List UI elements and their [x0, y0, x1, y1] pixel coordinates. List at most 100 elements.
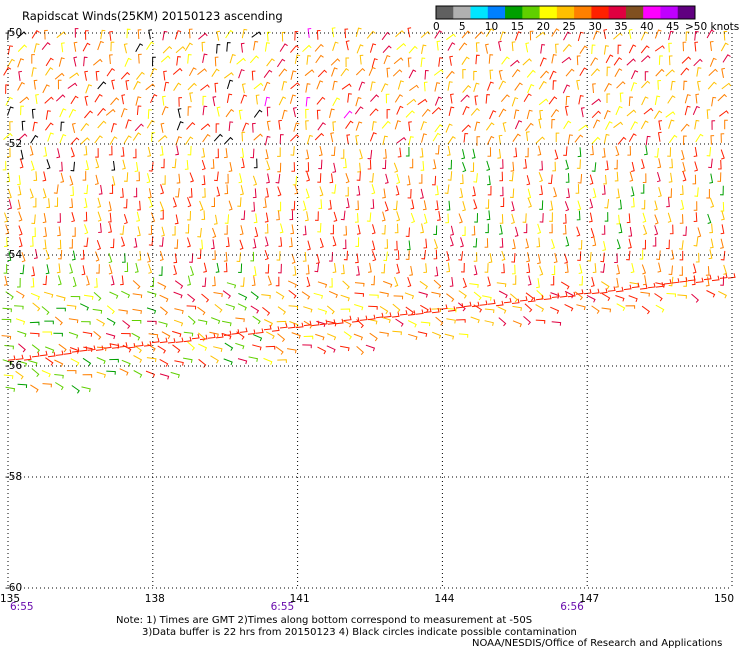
wind-barb [213, 346, 223, 353]
credit-line: NOAA/NESDIS/Office of Research and Appli… [472, 638, 723, 649]
wind-barb [279, 134, 284, 144]
wind-barb [252, 238, 257, 249]
wind-barb [251, 276, 256, 286]
wind-barb [680, 67, 690, 76]
wind-barb [603, 174, 607, 185]
wind-barb [527, 197, 532, 208]
wind-barb [306, 55, 312, 65]
wind-barb [319, 186, 324, 197]
wind-barb [167, 338, 176, 344]
wind-barb [485, 28, 495, 37]
wind-barb [587, 251, 592, 262]
wind-barb [202, 53, 208, 63]
wind-barb [134, 162, 139, 172]
wind-barb [188, 188, 193, 198]
wind-barb [578, 263, 583, 274]
wind-barb [503, 297, 512, 304]
wind-barb [384, 239, 389, 249]
wind-barb [382, 135, 388, 146]
wind-barb [45, 249, 50, 260]
wind-barb [31, 67, 37, 77]
longitude-label: 147 [579, 593, 599, 605]
wind-barb [543, 294, 552, 300]
wind-barb [459, 188, 464, 199]
wind-barb [125, 80, 130, 90]
wind-barb [479, 300, 488, 306]
wind-barb [603, 110, 611, 120]
wind-barb [711, 275, 720, 282]
wind-barb [30, 134, 39, 144]
wind-barb [291, 332, 301, 339]
wind-barb [343, 225, 348, 236]
wind-barb [121, 94, 126, 105]
wind-barb [536, 278, 540, 289]
wind-barb [424, 69, 429, 80]
wind-barb [212, 250, 216, 260]
wind-barb [174, 239, 179, 249]
wind-barb [31, 30, 40, 39]
wind-barb [375, 312, 384, 319]
wind-barb [682, 226, 687, 236]
wind-barb [131, 320, 142, 324]
wind-barb [148, 333, 159, 338]
wind-barb [159, 294, 169, 303]
wind-barb [201, 210, 206, 220]
wind-barb [563, 31, 571, 41]
wind-barb [641, 96, 649, 106]
wind-barb [56, 31, 67, 39]
wind-barb [603, 45, 609, 55]
wind-barb [54, 72, 65, 80]
wind-barb [247, 329, 256, 335]
wind-barb [159, 373, 170, 380]
wind-barb [132, 280, 141, 290]
wind-barb [45, 357, 54, 366]
wind-barb [419, 147, 424, 158]
wind-barb [314, 43, 324, 52]
wind-barb [423, 307, 432, 313]
wind-barb [365, 344, 376, 352]
wind-barb [149, 67, 158, 77]
wind-barb [151, 132, 156, 142]
wind-barb [278, 119, 282, 130]
wind-barb [630, 161, 635, 172]
wind-barb [555, 43, 559, 54]
wind-barb [18, 343, 26, 353]
latitude-label: -58 [5, 471, 22, 483]
wind-barb [173, 253, 178, 264]
wind-barb [550, 306, 560, 314]
legend-label: 25 [563, 21, 576, 33]
wind-barb [474, 213, 478, 223]
wind-barb [628, 96, 634, 107]
wind-barb [29, 237, 34, 247]
wind-barb [216, 106, 221, 117]
wind-barb [57, 249, 63, 260]
wind-barb [535, 136, 545, 144]
wind-barb [212, 227, 217, 239]
wind-barb [434, 30, 443, 39]
wind-barb [9, 121, 13, 131]
wind-barb [212, 96, 217, 107]
wind-barb [526, 175, 531, 186]
wind-barb [92, 58, 103, 66]
wind-barb [17, 31, 27, 39]
wind-barb [434, 200, 439, 211]
wind-barb [174, 308, 184, 314]
wind-barb [276, 320, 287, 325]
wind-barb [354, 282, 365, 287]
wind-barb [423, 81, 428, 92]
wind-barb [367, 318, 378, 325]
wind-barb [420, 223, 424, 234]
wind-barb [111, 160, 116, 171]
wind-barb [121, 333, 131, 337]
wind-barb [720, 250, 726, 261]
wind-barb [97, 107, 106, 116]
wind-barb [231, 329, 240, 335]
wind-barb [275, 173, 281, 184]
wind-barb [172, 344, 181, 354]
wind-barb [17, 330, 27, 338]
wind-barb [84, 95, 89, 106]
wind-barb [709, 238, 714, 249]
wind-barb [394, 240, 398, 251]
wind-barb [410, 199, 415, 210]
wind-barb [15, 354, 24, 360]
